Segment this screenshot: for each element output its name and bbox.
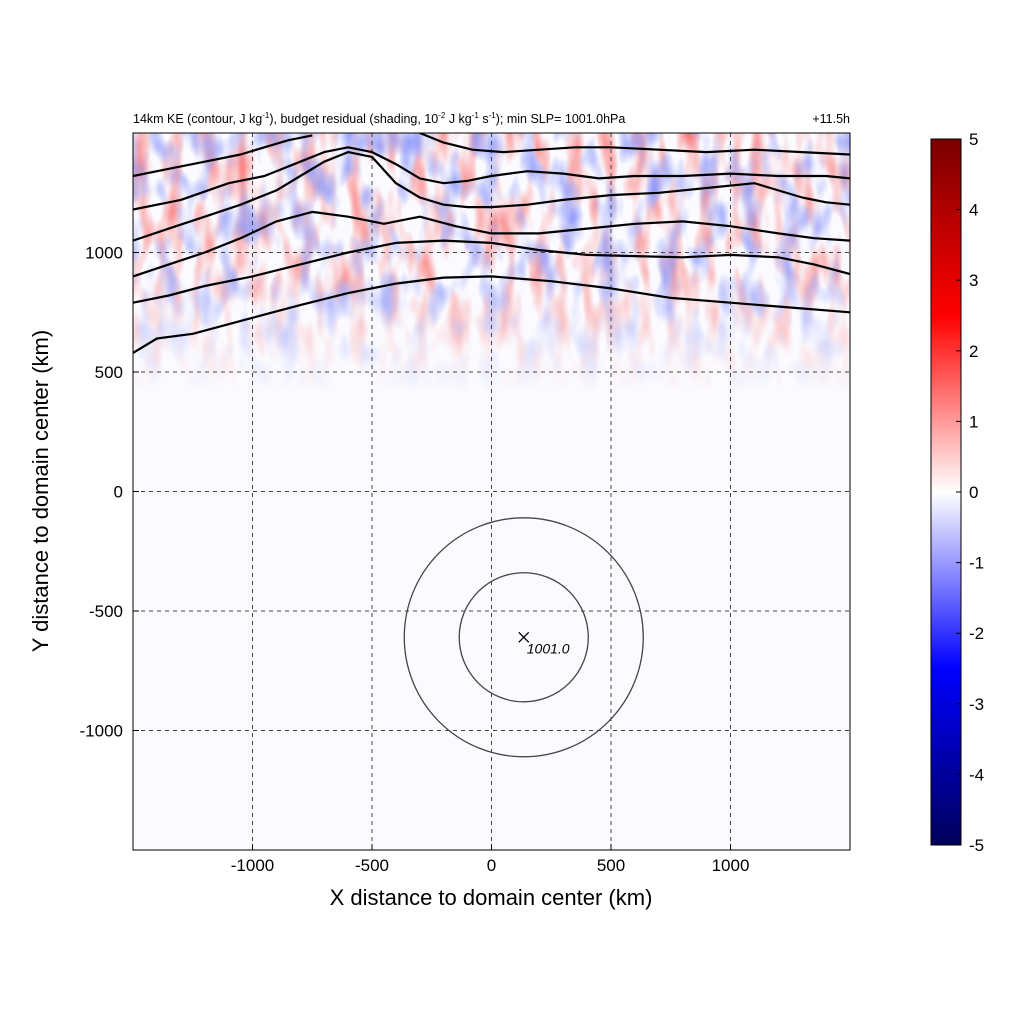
plot-area: 1001.0 bbox=[133, 133, 850, 850]
y-tick-label-0: 1000 bbox=[85, 244, 123, 263]
chart-title: 14km KE (contour, J kg-1), budget residu… bbox=[133, 111, 625, 126]
colorbar-tick-label-6: -1 bbox=[969, 554, 984, 573]
colorbar-tick-label-9: -4 bbox=[969, 765, 984, 784]
colorbar-tick-label-5: 0 bbox=[969, 483, 978, 502]
storm-center: 1001.0 bbox=[518, 631, 570, 656]
x-axis-ticks: -1000 -500 0 500 1000 bbox=[231, 844, 750, 875]
x-tick-label-3: 500 bbox=[597, 856, 625, 875]
y-tick-label-4: -1000 bbox=[80, 722, 123, 741]
colorbar-tick-label-0: 5 bbox=[969, 130, 978, 149]
ke-contours bbox=[133, 133, 850, 354]
ke-contour-4 bbox=[133, 146, 850, 211]
x-tick-label-1: -500 bbox=[355, 856, 389, 875]
y-axis-ticks: 1000 500 0 -500 -1000 bbox=[80, 244, 139, 741]
colorbar-tick-label-2: 3 bbox=[969, 271, 978, 290]
x-tick-label-2: 0 bbox=[487, 856, 496, 875]
range-ring-0 bbox=[458, 572, 589, 703]
range-rings bbox=[403, 517, 644, 758]
storm-center-label: 1001.0 bbox=[527, 640, 570, 656]
colorbar-tick-label-8: -3 bbox=[969, 695, 984, 714]
colorbar-tick-label-10: -5 bbox=[969, 836, 984, 855]
y-tick-label-1: 500 bbox=[95, 363, 123, 382]
x-axis-label: X distance to domain center (km) bbox=[330, 885, 653, 910]
storm-center-marker bbox=[518, 631, 530, 643]
ke-contour-2 bbox=[133, 210, 850, 278]
y-axis-label: Y distance to domain center (km) bbox=[28, 330, 53, 652]
ke-contour-0 bbox=[133, 275, 850, 354]
time-label: +11.5h bbox=[812, 112, 850, 126]
ke-contour-5 bbox=[133, 134, 313, 178]
colorbar-tick-label-4: 1 bbox=[969, 412, 978, 431]
ke-contour-3 bbox=[133, 151, 850, 242]
colorbar-ticks: 5 4 3 2 1 0 -1 -2 -3 -4 -5 bbox=[956, 130, 984, 855]
range-ring-1 bbox=[403, 517, 644, 758]
y-tick-label-3: -500 bbox=[89, 602, 123, 621]
y-tick-label-2: 0 bbox=[114, 483, 123, 502]
colorbar-tick-label-1: 4 bbox=[969, 201, 978, 220]
x-tick-label-0: -1000 bbox=[231, 856, 274, 875]
x-tick-label-4: 1000 bbox=[712, 856, 750, 875]
ke-contour-6 bbox=[419, 133, 850, 156]
colorbar-tick-label-7: -2 bbox=[969, 624, 984, 643]
colorbar-tick-label-3: 2 bbox=[969, 342, 978, 361]
ke-contour-1 bbox=[133, 239, 850, 304]
